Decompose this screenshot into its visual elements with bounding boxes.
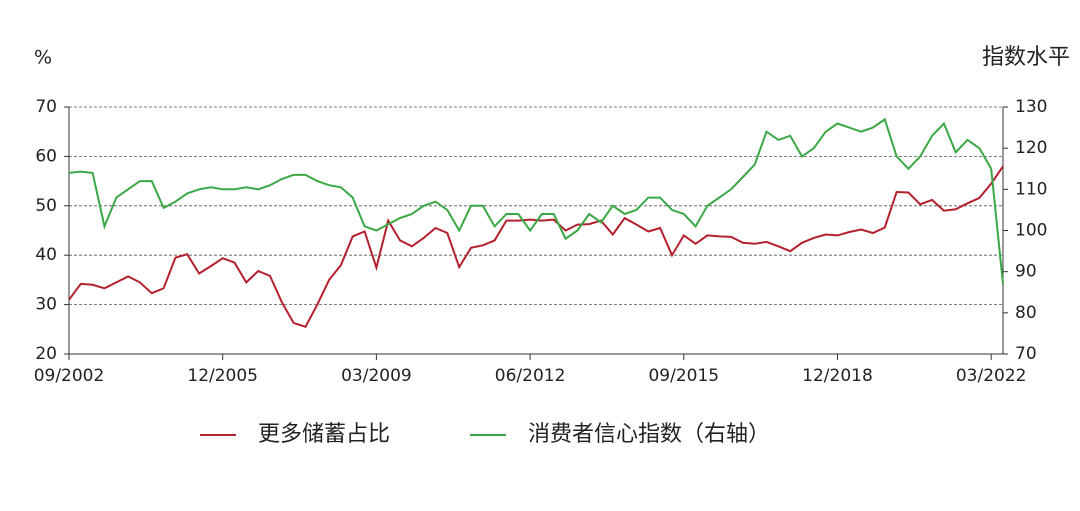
y-tick-label: 20 <box>35 344 57 364</box>
x-tick-label: 12/2005 <box>187 366 258 386</box>
y2-tick-label: 110 <box>1015 179 1047 199</box>
y-tick-label: 40 <box>35 245 57 265</box>
legend-label: 更多储蓄占比 <box>258 422 390 447</box>
y2-tick-label: 70 <box>1015 344 1037 364</box>
x-tick-label: 12/2018 <box>802 366 873 386</box>
x-tick-label: 06/2012 <box>495 366 566 386</box>
y2-tick-label: 90 <box>1015 262 1037 282</box>
y-tick-label: 70 <box>35 97 57 117</box>
y2-tick-label: 130 <box>1015 97 1047 117</box>
legend-label: 消费者信心指数（右轴） <box>528 422 770 447</box>
x-tick-label: 09/2002 <box>34 366 105 386</box>
y-tick-label: 60 <box>35 146 57 166</box>
series-line <box>68 165 1004 329</box>
y2-axis-title: 指数水平 <box>982 45 1070 70</box>
y2-tick-label: 80 <box>1015 303 1037 323</box>
y-axis-title: % <box>34 47 52 69</box>
y2-tick-label: 100 <box>1015 221 1047 241</box>
y2-tick-label: 120 <box>1015 138 1047 158</box>
y-tick-label: 30 <box>35 295 57 315</box>
x-tick-label: 09/2015 <box>648 366 719 386</box>
x-tick-label: 03/2009 <box>341 366 412 386</box>
y-tick-label: 50 <box>35 196 57 216</box>
x-tick-label: 03/2022 <box>956 366 1027 386</box>
series-line <box>68 117 1004 285</box>
